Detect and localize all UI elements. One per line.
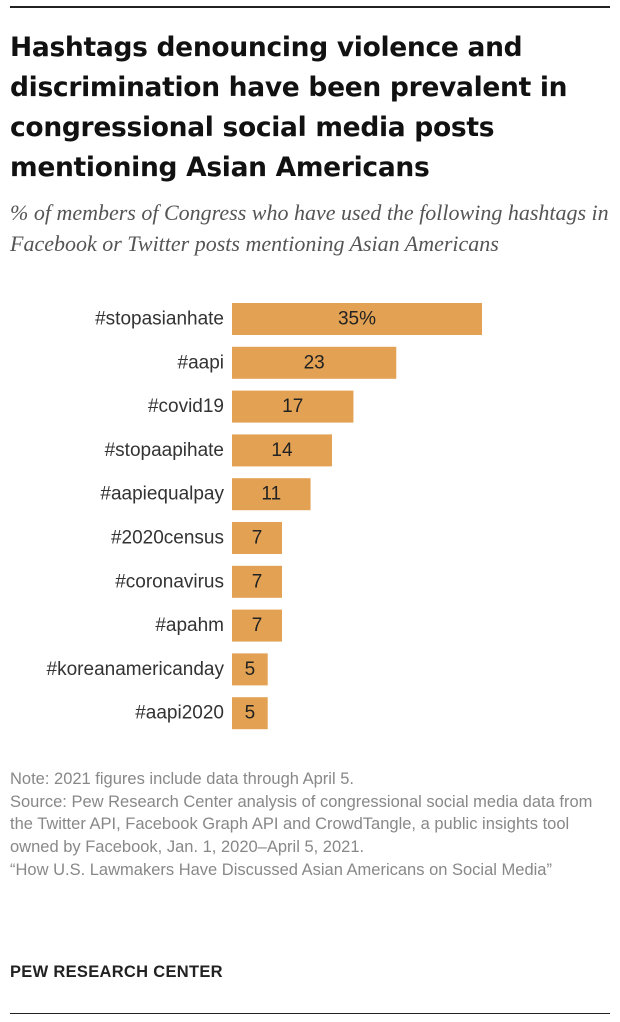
value-label: 5: [245, 703, 256, 724]
chart-title: Hashtags denouncing violence and discrim…: [10, 32, 568, 183]
value-label: 11: [261, 484, 281, 505]
category-label: #stopaapihate: [105, 440, 224, 461]
category-label: #aapiequalpay: [100, 484, 224, 505]
chart-subtitle: % of members of Congress who have used t…: [10, 200, 609, 256]
report-title-text: “How U.S. Lawmakers Have Discussed Asian…: [10, 860, 552, 879]
category-label: #stopasianhate: [95, 309, 224, 330]
value-label: 5: [245, 659, 256, 680]
category-label: #aapi: [178, 352, 225, 373]
bar-stopasianhate: [232, 303, 482, 335]
bar-aapi2020: [232, 697, 268, 730]
bar-aapi: [232, 346, 397, 379]
bar-chart: #stopasianhate 35% #aapi 23 #covid19 17 #stopa…: [47, 303, 482, 730]
bar-coronavirus: [232, 565, 282, 598]
bar-2020census: [232, 522, 282, 554]
brand-logo-text: PEW RESEARCH CENTER: [10, 963, 223, 981]
value-label: 7: [252, 528, 263, 549]
bottom-rule: [10, 1013, 610, 1014]
top-rule: [10, 6, 610, 8]
value-label: 23: [304, 352, 325, 373]
value-label: 17: [282, 396, 303, 417]
value-label: 7: [252, 571, 263, 592]
bar-stopaapihate: [232, 434, 332, 467]
note-text: Note: 2021 figures include data through …: [10, 770, 354, 788]
bar-koreanamericanday: [232, 653, 268, 686]
category-label: #apahm: [155, 615, 224, 636]
category-label: #coronavirus: [115, 571, 224, 592]
bar-apahm: [232, 609, 282, 642]
source-text: Source: Pew Research Center analysis of …: [10, 792, 593, 857]
bar-covid19: [232, 390, 354, 423]
notes-block: Note: 2021 figures include data through …: [10, 768, 610, 882]
category-label: #aapi2020: [135, 703, 224, 724]
value-label: 7: [252, 615, 263, 636]
category-label: #covid19: [148, 396, 224, 417]
category-label: #2020census: [111, 528, 224, 549]
bar-aapiequalpay: [232, 478, 311, 511]
category-label: #koreanamericanday: [47, 659, 225, 680]
value-label: 35%: [338, 309, 376, 330]
value-label: 14: [271, 440, 293, 461]
